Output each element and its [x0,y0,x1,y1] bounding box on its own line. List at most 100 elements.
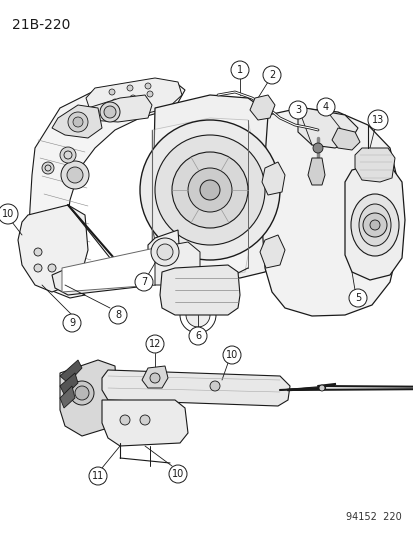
Polygon shape [60,373,78,396]
Circle shape [45,165,51,171]
Circle shape [189,327,206,345]
Circle shape [369,220,379,230]
Circle shape [60,147,76,163]
Polygon shape [60,360,82,383]
Text: 10: 10 [2,209,14,219]
Circle shape [154,135,264,245]
Circle shape [316,98,334,116]
Circle shape [367,110,387,130]
Circle shape [348,289,366,307]
Circle shape [223,346,240,364]
Text: 7: 7 [140,277,147,287]
Polygon shape [152,95,277,278]
Text: 12: 12 [148,339,161,349]
Circle shape [288,101,306,119]
Polygon shape [259,235,284,268]
Circle shape [61,161,89,189]
Circle shape [130,95,136,101]
Circle shape [318,385,324,391]
Circle shape [67,167,83,183]
Text: 1: 1 [236,65,242,75]
Circle shape [230,61,248,79]
Ellipse shape [350,194,398,256]
Text: 13: 13 [371,115,383,125]
Circle shape [120,415,130,425]
Circle shape [312,143,322,153]
Circle shape [48,264,56,272]
Text: 11: 11 [92,471,104,481]
Polygon shape [354,148,394,182]
Circle shape [64,151,72,159]
Polygon shape [147,230,180,272]
Circle shape [140,120,279,260]
Ellipse shape [358,204,390,246]
Polygon shape [102,400,188,446]
Circle shape [34,264,42,272]
Circle shape [109,306,127,324]
Circle shape [157,244,173,260]
Polygon shape [344,168,404,280]
Polygon shape [52,255,165,295]
Polygon shape [154,242,199,285]
Text: 4: 4 [322,102,328,112]
Circle shape [63,314,81,332]
Polygon shape [261,108,397,316]
Polygon shape [52,105,102,138]
Circle shape [151,238,178,266]
Polygon shape [159,265,240,315]
Polygon shape [82,95,152,122]
Polygon shape [86,78,182,118]
Circle shape [262,66,280,84]
Circle shape [68,112,88,132]
Circle shape [104,106,116,118]
Circle shape [100,102,120,122]
Text: 10: 10 [225,350,237,360]
Circle shape [180,297,216,333]
Text: 8: 8 [115,310,121,320]
Text: 6: 6 [195,331,201,341]
Text: 3: 3 [294,105,300,115]
Polygon shape [102,370,289,406]
Text: 10: 10 [171,469,184,479]
Circle shape [75,386,89,400]
Circle shape [362,213,386,237]
Text: 5: 5 [354,293,360,303]
Circle shape [109,89,115,95]
Circle shape [140,415,150,425]
Polygon shape [18,205,88,292]
Polygon shape [150,118,252,278]
Circle shape [112,99,118,105]
Text: 9: 9 [69,318,75,328]
Polygon shape [331,128,359,150]
Circle shape [147,91,153,97]
Circle shape [199,180,219,200]
Polygon shape [249,95,274,120]
Polygon shape [307,158,324,185]
Polygon shape [142,366,168,388]
Circle shape [127,85,133,91]
Text: 21B-220: 21B-220 [12,18,70,32]
Circle shape [169,465,187,483]
Circle shape [135,273,153,291]
Text: 2: 2 [268,70,275,80]
Polygon shape [297,108,357,148]
Polygon shape [28,80,185,298]
Circle shape [146,335,164,353]
Polygon shape [60,386,75,408]
Polygon shape [60,360,118,436]
Circle shape [70,381,94,405]
Circle shape [185,303,209,327]
Circle shape [171,152,247,228]
Circle shape [0,204,18,224]
Circle shape [209,381,219,391]
Polygon shape [62,248,165,292]
Circle shape [73,117,83,127]
Circle shape [89,467,107,485]
Text: 94152  220: 94152 220 [345,512,401,522]
Circle shape [150,373,159,383]
Circle shape [145,83,151,89]
Circle shape [188,168,231,212]
Polygon shape [261,162,284,195]
Circle shape [34,248,42,256]
Circle shape [42,162,54,174]
